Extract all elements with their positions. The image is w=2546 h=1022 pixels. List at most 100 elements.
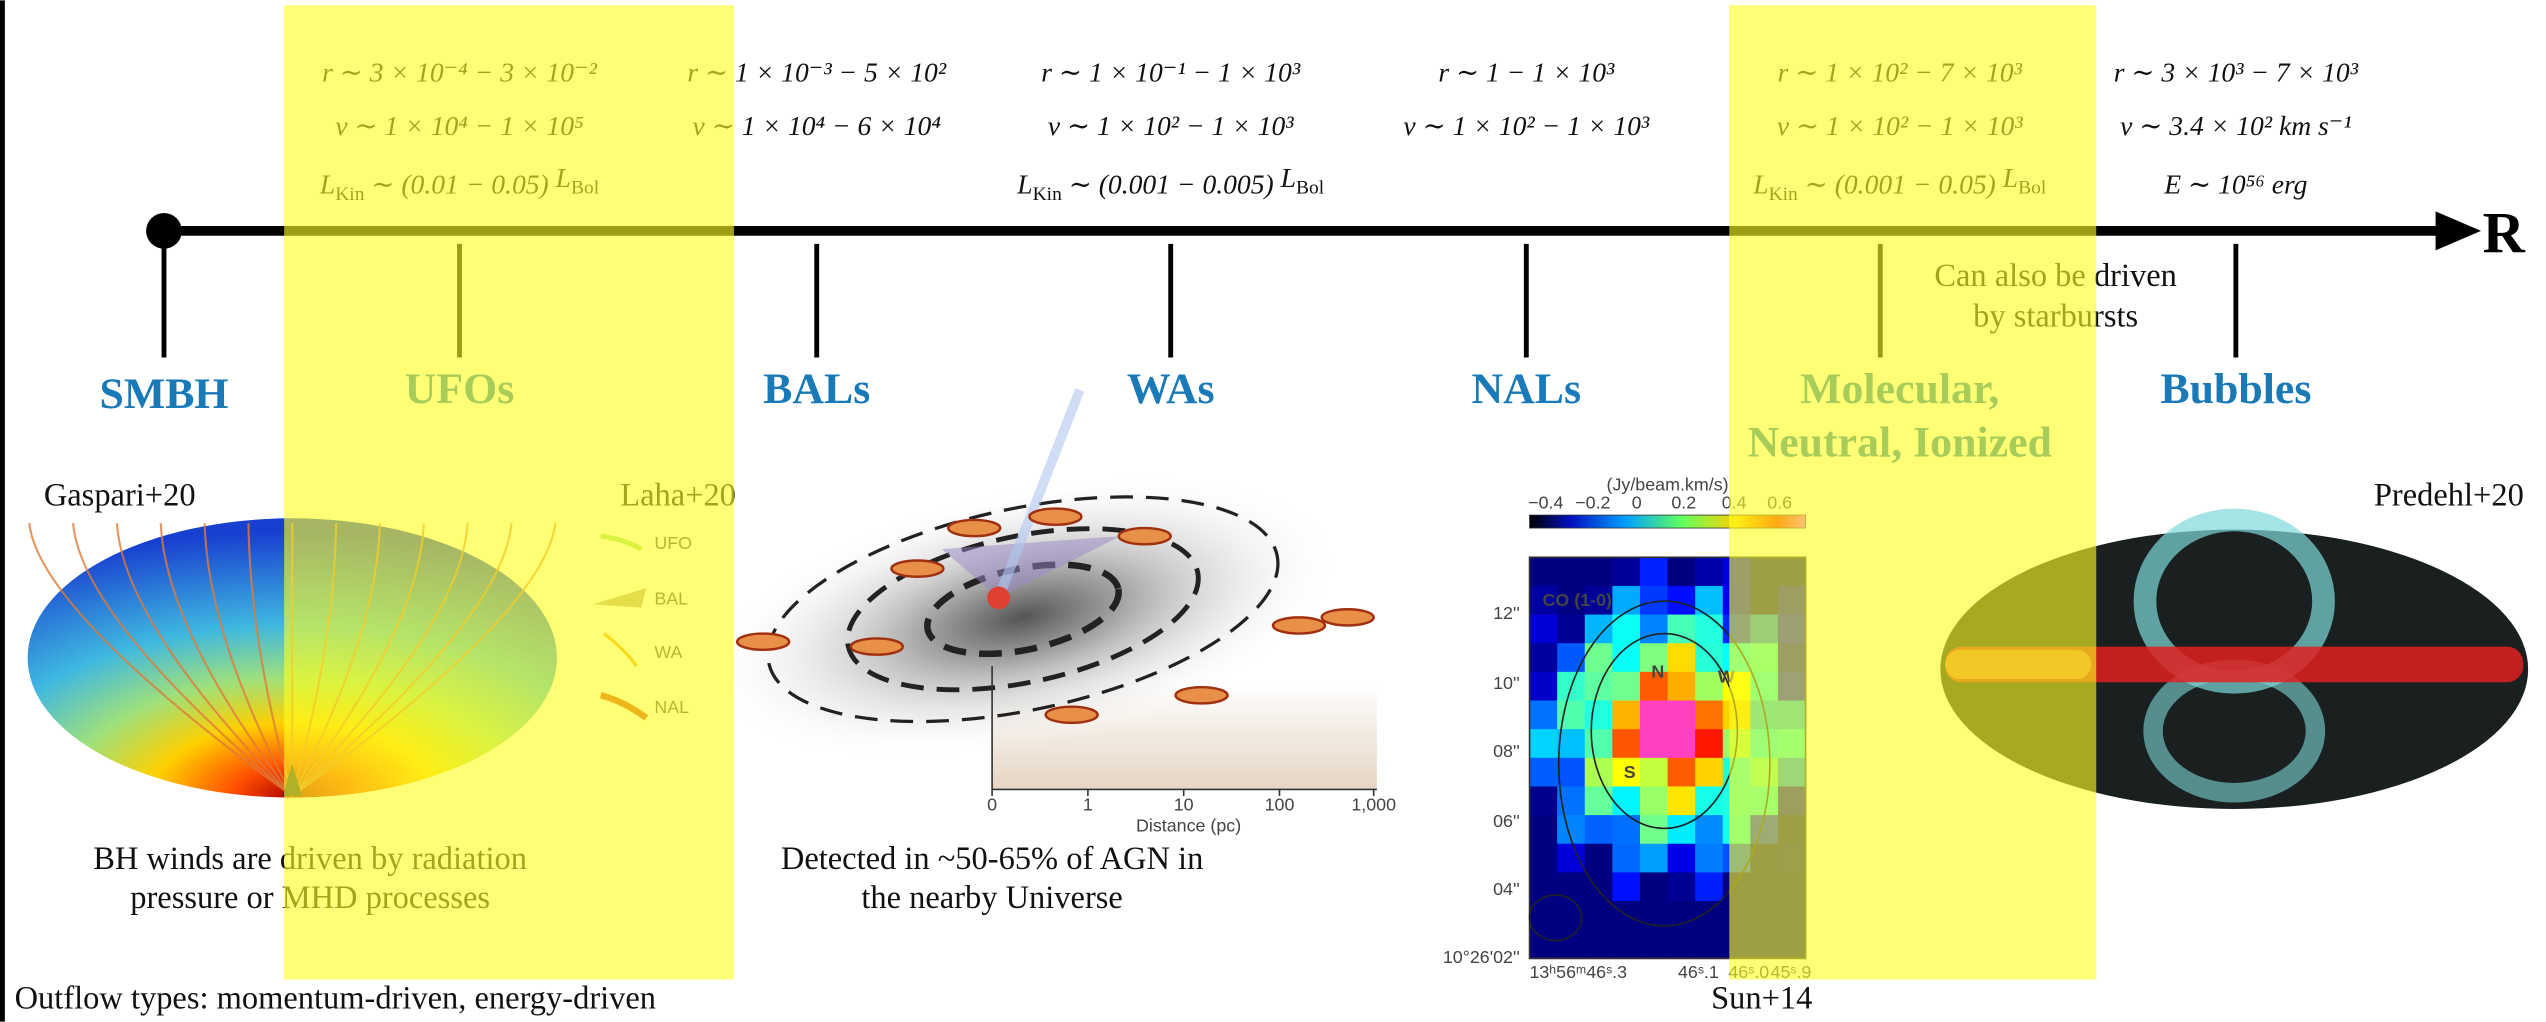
map-label: CO (1-0) xyxy=(1543,590,1613,610)
map-cell xyxy=(1612,815,1640,844)
cloud xyxy=(1176,687,1228,703)
map-cell xyxy=(1695,930,1723,959)
map-marker: N xyxy=(1651,661,1664,681)
cloud xyxy=(851,638,903,654)
credit: Gaspari+20 xyxy=(44,477,196,513)
map-cell xyxy=(1640,701,1668,730)
credit: Sun+14 xyxy=(1711,981,1812,1017)
map-cell xyxy=(1695,557,1723,586)
map-cell xyxy=(1640,815,1668,844)
map-cell xyxy=(1695,729,1723,758)
outflow-property: r ∼ 1 − 1 × 10³ xyxy=(1438,57,1615,88)
map-cell xyxy=(1585,844,1613,873)
map-cell xyxy=(1612,729,1640,758)
nucleus xyxy=(987,587,1010,610)
map-cell xyxy=(1585,815,1613,844)
map-y-tick: 06'' xyxy=(1493,811,1520,831)
map-cell xyxy=(1585,729,1613,758)
map-cell xyxy=(1557,729,1585,758)
map-cell xyxy=(1530,815,1558,844)
map-cell xyxy=(1530,557,1558,586)
map-y-tick: 08'' xyxy=(1493,741,1520,761)
colorbar-tick: −0.2 xyxy=(1575,493,1610,513)
map-cell xyxy=(1668,701,1696,730)
axis-tick-label: 1 xyxy=(1083,795,1093,815)
map-cell xyxy=(1695,872,1723,901)
cloud xyxy=(1322,609,1374,625)
subscript: Kin xyxy=(1033,184,1062,205)
axis-tick-label: 10 xyxy=(1174,795,1194,815)
outflow-property: v ∼ 1 × 10² − 1 × 10³ xyxy=(1403,110,1649,141)
map-cell xyxy=(1640,930,1668,959)
colorbar-tick: 0.2 xyxy=(1671,493,1696,513)
map-cell xyxy=(1530,844,1558,873)
map-cell xyxy=(1640,729,1668,758)
map-cell xyxy=(1557,844,1585,873)
map-x-tick: 13ʰ56ᵐ46ˢ.3 xyxy=(1529,962,1627,982)
map-y-tick: 10°26'02'' xyxy=(1443,947,1520,967)
map-cell xyxy=(1585,758,1613,787)
map-cell xyxy=(1530,643,1558,672)
map-cell xyxy=(1530,701,1558,730)
map-cell xyxy=(1585,930,1613,959)
map-cell xyxy=(1612,872,1640,901)
caption: Detected in ~50-65% of AGN in xyxy=(781,841,1203,877)
formula-part: L xyxy=(1280,162,1296,193)
map-cell xyxy=(1668,586,1696,615)
map-cell xyxy=(1612,786,1640,815)
cloud xyxy=(1119,528,1171,544)
map-cell xyxy=(1695,758,1723,787)
axis-tick-label: 0 xyxy=(987,795,997,815)
map-cell xyxy=(1530,930,1558,959)
map-cell xyxy=(1695,701,1723,730)
cloud xyxy=(737,634,789,650)
map-cell xyxy=(1695,815,1723,844)
axis-tick-label: 1,000 xyxy=(1351,795,1396,815)
map-cell xyxy=(1530,615,1558,644)
map-y-tick: 10'' xyxy=(1493,673,1520,693)
map-cell xyxy=(1557,930,1585,959)
axis-label: Distance (pc) xyxy=(1136,816,1241,836)
map-cell xyxy=(1530,758,1558,787)
outflow-label: Bubbles xyxy=(2160,365,2311,413)
map-cell xyxy=(1557,615,1585,644)
colorbar-tick: 0 xyxy=(1632,493,1642,513)
outflow-property: v ∼ 3.4 × 10² km s⁻¹ xyxy=(2120,110,2352,141)
outflow-property: r ∼ 3 × 10³ − 7 × 10³ xyxy=(2114,57,2359,88)
map-cell xyxy=(1668,786,1696,815)
formula-part: ∼ (0.001 − 0.005) xyxy=(1062,169,1281,200)
map-cell xyxy=(1530,672,1558,701)
map-cell xyxy=(1695,844,1723,873)
map-cell xyxy=(1612,672,1640,701)
map-cell xyxy=(1557,758,1585,787)
map-y-tick: 04'' xyxy=(1493,879,1520,899)
map-cell xyxy=(1557,557,1585,586)
axis-end-label: R xyxy=(2483,200,2526,265)
map-cell xyxy=(1585,786,1613,815)
highlight-band xyxy=(284,5,734,979)
map-cell xyxy=(1530,729,1558,758)
timeline-arrow xyxy=(2436,211,2481,250)
map-cell xyxy=(1612,701,1640,730)
map-cell xyxy=(1557,872,1585,901)
map-cell xyxy=(1585,557,1613,586)
map-cell xyxy=(1640,557,1668,586)
map-x-tick: 46ˢ.1 xyxy=(1678,962,1719,982)
map-cell xyxy=(1585,615,1613,644)
map-cell xyxy=(1668,930,1696,959)
map-y-tick: 12'' xyxy=(1493,603,1520,623)
map-cell xyxy=(1530,786,1558,815)
credit: Predehl+20 xyxy=(2374,477,2524,513)
map-marker: S xyxy=(1624,762,1636,782)
outflow-label: WAs xyxy=(1127,365,1215,413)
map-cell xyxy=(1640,786,1668,815)
map-cell xyxy=(1668,815,1696,844)
cloud xyxy=(1046,707,1098,723)
outflow-property: E ∼ 10⁵⁶ erg xyxy=(2163,169,2307,200)
formula-part: L xyxy=(1016,169,1032,200)
map-cell xyxy=(1585,701,1613,730)
axis-tick-label: 100 xyxy=(1265,795,1295,815)
map-cell xyxy=(1668,729,1696,758)
map-cell xyxy=(1668,872,1696,901)
map-cell xyxy=(1668,557,1696,586)
